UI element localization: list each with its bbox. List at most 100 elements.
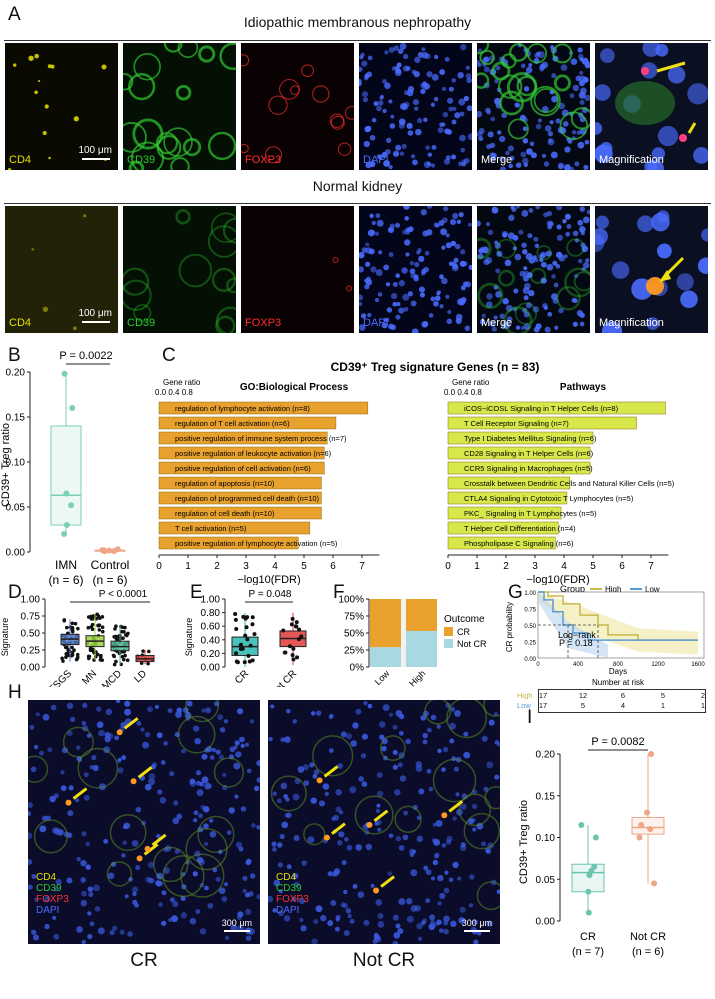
nucleus-dot: [76, 857, 81, 862]
nucleus-dot: [441, 86, 447, 92]
nucleus-dot: [450, 920, 457, 928]
nucleus-dot: [403, 206, 410, 210]
nucleus-dot: [371, 220, 377, 226]
arrow-line: [137, 766, 153, 779]
nucleus-dot: [249, 873, 256, 879]
tubule-ring: [566, 238, 585, 257]
cd4-dot: [73, 116, 79, 122]
panel-f-y-tick-label: 100%: [338, 595, 364, 606]
nucleus-dot: [449, 738, 455, 744]
panel-f-y-tick-label: 75%: [344, 612, 364, 623]
nucleus-dot: [390, 292, 398, 300]
arrow-line: [123, 717, 139, 730]
nucleus-dot: [341, 860, 347, 866]
panel-e-point: [234, 651, 239, 656]
tubule-ring: [106, 861, 133, 887]
panel-b-y-tick-label: 0.10: [6, 458, 26, 469]
nucleus-dot: [453, 766, 459, 772]
nucleus-dot: [346, 844, 353, 851]
panel-c-pathways-x-title: −log10(FDR): [526, 574, 589, 585]
panel-d-point: [119, 629, 124, 634]
nucleus-dot: [410, 300, 417, 307]
nucleus-dot: [32, 934, 40, 941]
nucleus-dot: [409, 848, 416, 855]
nucleus-dot: [300, 925, 307, 932]
nucleus-dot: [416, 117, 423, 124]
nucleus-dot: [467, 222, 472, 227]
arrow-head: [659, 270, 671, 282]
panel-c-go-term-label: regulation of cell death (n=10): [175, 509, 275, 518]
nucleus-dot: [359, 266, 364, 273]
panel-c-pathways-x-tick-label: 5: [590, 561, 596, 572]
tubule-ring: [354, 795, 394, 835]
nucleus-dot: [430, 296, 436, 302]
nucleus-dot: [486, 110, 491, 115]
nucleus-dot: [336, 840, 343, 846]
nucleus-dot: [132, 886, 139, 893]
panel-i-group-name: CR: [580, 931, 596, 943]
nucleus-dot: [506, 316, 513, 323]
nucleus-dot: [81, 939, 87, 944]
nucleus-dot: [578, 91, 586, 99]
nucleus-dot: [501, 112, 507, 119]
nucleus-dot: [432, 822, 437, 827]
panel-g-x-tick-label: 1200: [651, 662, 665, 668]
nucleus-dot: [523, 295, 529, 301]
panel-f-bar-cr: [370, 599, 401, 648]
nucleus-dot: [551, 73, 557, 79]
panel-c-go-bar: [158, 446, 325, 460]
nucleus-dot: [392, 914, 399, 921]
panel-a-tile-foxp3: FOXP3: [241, 43, 354, 170]
tubule-ring: [175, 209, 191, 225]
nucleus-dot: [493, 285, 499, 290]
tubule-ring: [133, 304, 152, 323]
panel-d-y-tick-label: 0.25: [21, 646, 41, 657]
scale-bar-label: 100 μm: [78, 145, 112, 156]
nucleus-dot: [481, 735, 488, 742]
tile-texture: [595, 210, 708, 333]
nucleus-dot: [121, 755, 127, 760]
nucleus-dot: [579, 321, 585, 327]
nucleus-dot: [286, 708, 291, 714]
nucleus-dot: [584, 61, 590, 69]
nucleus-dot: [365, 162, 372, 169]
panel-i-cr-box: [571, 863, 605, 893]
nucleus-dot: [601, 321, 623, 333]
nucleus-dot: [142, 741, 150, 749]
nucleus-dot: [33, 744, 39, 750]
panel-b-point: [111, 548, 118, 555]
panel-d-point: [147, 649, 151, 654]
nucleus-dot: [76, 745, 81, 750]
cd4-haze: [5, 206, 118, 333]
nucleus-dot: [375, 808, 381, 814]
nucleus-dot: [562, 121, 569, 127]
nucleus-dot: [469, 874, 475, 880]
nucleus-dot: [572, 84, 580, 92]
nucleus-dot: [458, 212, 464, 218]
tile-texture: [359, 206, 472, 333]
panel-c-pathways-bar: [447, 536, 556, 550]
scale-bar-label: 100 μm: [78, 308, 112, 319]
nucleus-dot: [461, 159, 467, 164]
nucleus-dot: [422, 321, 429, 327]
nucleus-dot: [156, 732, 163, 739]
nucleus-dot: [83, 794, 90, 801]
nucleus-dot: [286, 864, 292, 870]
nucleus-dot: [540, 277, 547, 284]
nucleus-dot: [477, 253, 484, 260]
nucleus-dot: [147, 706, 154, 713]
nucleus-dot: [528, 208, 534, 213]
nucleus-dot: [564, 213, 571, 220]
treg-cell: [373, 887, 380, 894]
panel-b-label: B: [8, 345, 21, 366]
nucleus-dot: [491, 326, 498, 332]
nucleus-dot: [456, 219, 462, 225]
nucleus-dot: [293, 835, 300, 842]
nucleus-dot: [406, 122, 413, 130]
tubule-ring: [479, 49, 495, 66]
nucleus-dot: [217, 714, 224, 721]
nucleus-dot: [426, 768, 432, 774]
nucleus-dot: [135, 864, 141, 870]
nucleus-dot: [600, 48, 615, 64]
nucleus-dot: [207, 903, 214, 909]
